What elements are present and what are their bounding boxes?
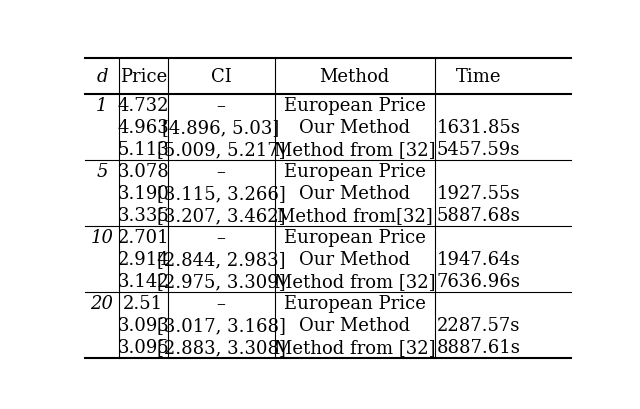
Text: Method from[32]: Method from[32] [277, 206, 433, 224]
Text: 2287.57s: 2287.57s [437, 316, 520, 334]
Text: Our Method: Our Method [299, 119, 410, 137]
Text: 3.190: 3.190 [117, 184, 169, 202]
Text: Method from [32]: Method from [32] [274, 272, 435, 290]
Text: 4.963: 4.963 [117, 119, 169, 137]
Text: –: – [216, 228, 225, 246]
Text: 2.701: 2.701 [118, 228, 169, 246]
Text: 3.078: 3.078 [117, 162, 169, 180]
Text: 1927.55s: 1927.55s [437, 184, 520, 202]
Text: [3.115, 3.266]: [3.115, 3.266] [157, 184, 285, 202]
Text: 5887.68s: 5887.68s [437, 206, 520, 224]
Text: [4.896, 5.03]: [4.896, 5.03] [163, 119, 280, 137]
Text: [2.844, 2.983]: [2.844, 2.983] [157, 250, 285, 268]
Text: 20: 20 [90, 294, 113, 312]
Text: CI: CI [211, 67, 232, 85]
Text: 4.732: 4.732 [118, 97, 169, 115]
Text: Time: Time [456, 67, 501, 85]
Text: Our Method: Our Method [299, 250, 410, 268]
Text: 2.51: 2.51 [124, 294, 163, 312]
Text: 8887.61s: 8887.61s [436, 338, 520, 356]
Text: 3.335: 3.335 [117, 206, 169, 224]
Text: 3.095: 3.095 [117, 338, 169, 356]
Text: Our Method: Our Method [299, 184, 410, 202]
Text: Method from [32]: Method from [32] [274, 141, 435, 159]
Text: 1631.85s: 1631.85s [436, 119, 520, 137]
Text: d: d [96, 67, 108, 85]
Text: European Price: European Price [284, 97, 426, 115]
Text: [2.883, 3.308]: [2.883, 3.308] [157, 338, 285, 356]
Text: [3.207, 3.462]: [3.207, 3.462] [157, 206, 285, 224]
Text: 7636.96s: 7636.96s [436, 272, 520, 290]
Text: 1: 1 [96, 97, 108, 115]
Text: 10: 10 [90, 228, 113, 246]
Text: Our Method: Our Method [299, 316, 410, 334]
Text: [3.017, 3.168]: [3.017, 3.168] [157, 316, 285, 334]
Text: European Price: European Price [284, 294, 426, 312]
Text: [5.009, 5.217]: [5.009, 5.217] [157, 141, 285, 159]
Text: Method: Method [319, 67, 390, 85]
Text: Method from [32]: Method from [32] [274, 338, 435, 356]
Text: –: – [216, 97, 225, 115]
Text: 1947.64s: 1947.64s [437, 250, 520, 268]
Text: European Price: European Price [284, 162, 426, 180]
Text: Price: Price [120, 67, 167, 85]
Text: European Price: European Price [284, 228, 426, 246]
Text: [2.975, 3.309]: [2.975, 3.309] [157, 272, 285, 290]
Text: 3.093: 3.093 [117, 316, 169, 334]
Text: 3.142: 3.142 [118, 272, 169, 290]
Text: –: – [216, 294, 225, 312]
Text: 2.914: 2.914 [118, 250, 169, 268]
Text: 5.113: 5.113 [117, 141, 169, 159]
Text: –: – [216, 162, 225, 180]
Text: 5: 5 [96, 162, 108, 180]
Text: 5457.59s: 5457.59s [437, 141, 520, 159]
